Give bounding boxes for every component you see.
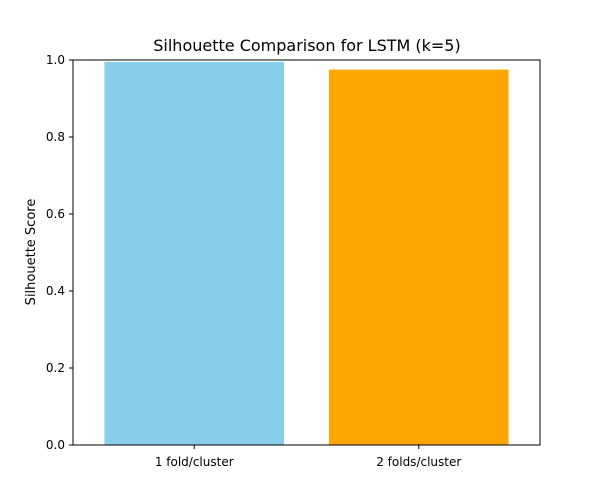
y-tick-label: 0.4 xyxy=(46,284,65,298)
bar-1 xyxy=(104,61,285,446)
y-axis-label: Silhouette Score xyxy=(24,199,39,306)
plot-frame xyxy=(72,59,541,446)
y-tick-label: 0.8 xyxy=(46,130,65,144)
bars-layer xyxy=(104,61,509,446)
y-tick-label: 1.0 xyxy=(46,53,65,67)
bar-2 xyxy=(328,69,509,445)
x-tick-label: 2 folds/cluster xyxy=(376,455,461,469)
chart-title: Silhouette Comparison for LSTM (k=5) xyxy=(153,36,460,55)
x-ticks: 1 fold/cluster 2 folds/cluster xyxy=(155,445,461,469)
y-ticks: 0.0 0.2 0.4 0.6 0.8 1.0 xyxy=(46,53,73,452)
y-tick-label: 0.6 xyxy=(46,207,65,221)
y-tick-label: 0.0 xyxy=(46,438,65,452)
y-tick-label: 0.2 xyxy=(46,361,65,375)
x-tick-label: 1 fold/cluster xyxy=(155,455,234,469)
